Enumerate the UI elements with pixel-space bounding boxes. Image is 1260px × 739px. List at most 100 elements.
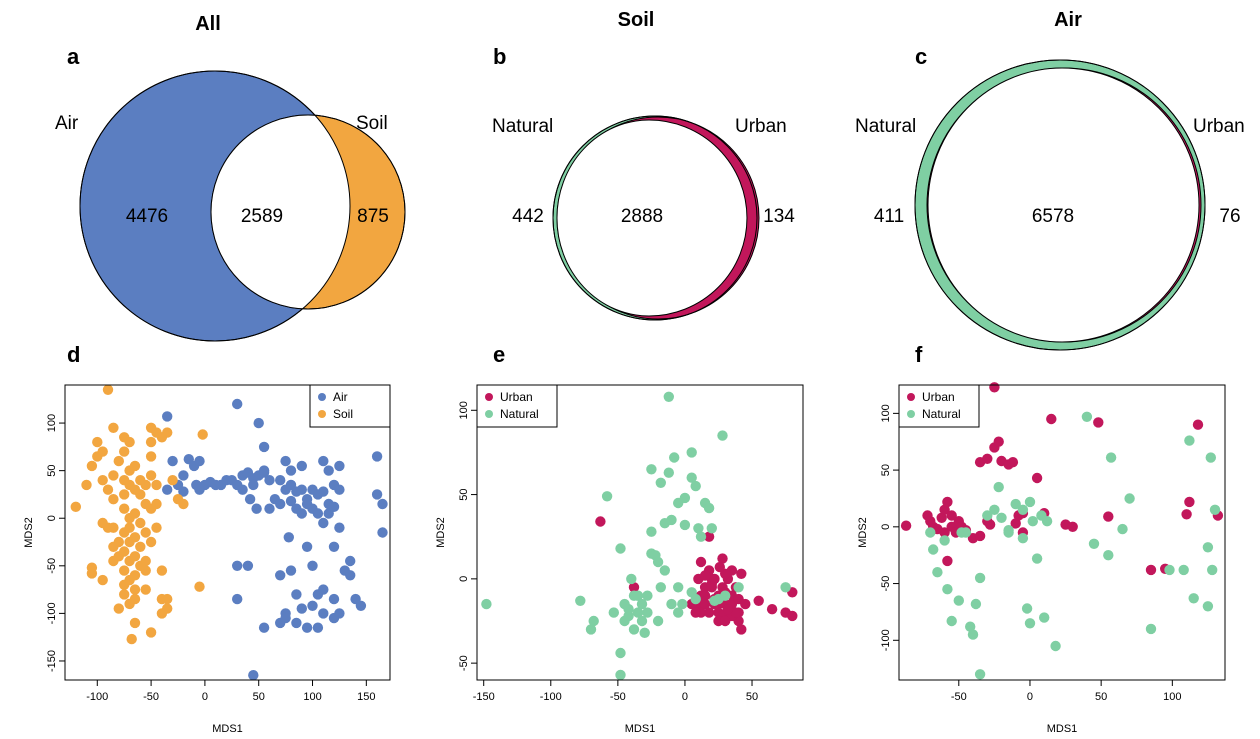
point-urban-5 xyxy=(936,512,947,523)
point-air-89 xyxy=(232,560,243,571)
point-air-39 xyxy=(296,460,307,472)
point-natural-3 xyxy=(939,535,950,546)
y-tick-label: 100 xyxy=(46,414,58,432)
point-natural-36 xyxy=(679,492,691,504)
point-natural-55 xyxy=(673,607,684,618)
point-natural-59 xyxy=(608,607,619,618)
point-urban-18 xyxy=(984,519,996,530)
point-urban-47 xyxy=(690,607,701,618)
point-natural-11 xyxy=(623,604,634,615)
point-soil-47 xyxy=(129,460,141,472)
x-tick-label: -100 xyxy=(540,691,562,703)
point-air-33 xyxy=(318,486,329,497)
point-soil-80 xyxy=(126,633,137,645)
point-natural-17 xyxy=(636,615,648,627)
point-natural-46 xyxy=(956,527,967,538)
point-soil-74 xyxy=(162,593,173,605)
point-air-74 xyxy=(345,555,356,567)
point-soil-20 xyxy=(113,455,125,467)
point-air-79 xyxy=(301,622,313,633)
point-natural-43 xyxy=(703,502,715,514)
point-urban-23 xyxy=(1007,457,1019,468)
y-tick-label: 50 xyxy=(46,465,58,477)
point-natural-16 xyxy=(632,590,644,601)
point-natural-49 xyxy=(733,582,744,593)
point-natural-39 xyxy=(690,480,701,492)
point-natural-23 xyxy=(646,526,657,537)
point-urban-39 xyxy=(766,604,778,615)
point-natural-47 xyxy=(1003,525,1014,536)
point-air-71 xyxy=(328,593,340,605)
point-soil-64 xyxy=(145,536,157,548)
point-air-70 xyxy=(318,584,329,595)
point-air-57 xyxy=(312,508,324,519)
point-urban-30 xyxy=(982,453,993,464)
point-urban-0 xyxy=(900,520,912,531)
point-natural-44 xyxy=(706,523,717,534)
panel-title-a: All xyxy=(195,13,221,35)
point-air-67 xyxy=(275,570,286,581)
point-soil-24 xyxy=(119,489,130,500)
point-natural-4 xyxy=(601,491,613,502)
point-soil-77 xyxy=(167,475,178,486)
point-air-47 xyxy=(244,494,256,505)
point-soil-44 xyxy=(129,532,141,543)
y-tick-label: -100 xyxy=(46,602,58,624)
y-tick-label: -50 xyxy=(880,576,892,592)
point-urban-44 xyxy=(942,555,953,567)
point-natural-43 xyxy=(1205,452,1217,463)
point-air-18 xyxy=(237,484,248,495)
scatter-panel-e: e -150 -100 -50 0 50 -50 0 50 100 MDS1 MDS2 Urban Na… xyxy=(435,342,804,735)
legend-label-air: Air xyxy=(333,390,348,404)
point-air-91 xyxy=(232,593,243,605)
point-air-24 xyxy=(264,475,275,486)
point-soil-68 xyxy=(151,498,162,510)
point-soil-56 xyxy=(140,527,151,538)
scatter-panel-f: f -50 0 50 100 -100 -50 0 50 100 MDS1 MDS2 Urban Nat… xyxy=(857,342,1226,735)
point-natural-27 xyxy=(1039,612,1050,623)
point-soil-81 xyxy=(197,429,208,440)
y-tick-label: -50 xyxy=(458,655,470,671)
y-tick-label: 0 xyxy=(458,576,470,582)
point-natural-7 xyxy=(615,669,626,681)
point-natural-26 xyxy=(652,615,664,627)
point-soil-25 xyxy=(119,503,130,514)
point-natural-30 xyxy=(1081,411,1093,422)
point-soil-8 xyxy=(97,475,108,486)
venn-a-right-outline xyxy=(210,114,406,310)
point-natural-40 xyxy=(693,523,704,534)
point-natural-25 xyxy=(652,556,664,568)
point-urban-14 xyxy=(717,553,728,564)
point-air-86 xyxy=(258,622,270,633)
point-natural-9 xyxy=(967,629,979,640)
y-tick-label: 100 xyxy=(880,404,892,422)
point-natural-31 xyxy=(1088,538,1100,549)
point-urban-24 xyxy=(1010,518,1021,529)
x-tick-label: 100 xyxy=(303,691,321,703)
point-natural-19 xyxy=(1017,504,1029,515)
point-urban-38 xyxy=(1145,564,1157,576)
point-natural-32 xyxy=(666,514,677,526)
point-air-85 xyxy=(296,603,307,614)
panel-letter-e: e xyxy=(493,342,505,367)
point-natural-12 xyxy=(626,573,637,585)
point-soil-27 xyxy=(119,546,130,557)
point-soil-36 xyxy=(124,522,135,533)
point-urban-38 xyxy=(753,595,764,606)
point-soil-1 xyxy=(70,501,82,512)
point-air-88 xyxy=(280,612,291,624)
point-natural-51 xyxy=(646,464,657,475)
legend: Urban Natural xyxy=(898,384,980,428)
point-air-49 xyxy=(264,503,275,514)
point-air-96 xyxy=(371,451,383,462)
point-urban-5 xyxy=(699,598,711,610)
point-natural-33 xyxy=(669,452,680,463)
y-tick-label: -100 xyxy=(880,629,892,651)
point-soil-67 xyxy=(151,522,162,533)
point-urban-16 xyxy=(974,530,986,542)
point-soil-5 xyxy=(92,436,103,448)
venn-a-overlap-count: 2589 xyxy=(241,206,283,227)
x-axis-label: MDS1 xyxy=(212,723,243,735)
point-air-43 xyxy=(232,398,243,410)
point-natural-28 xyxy=(1041,516,1053,527)
